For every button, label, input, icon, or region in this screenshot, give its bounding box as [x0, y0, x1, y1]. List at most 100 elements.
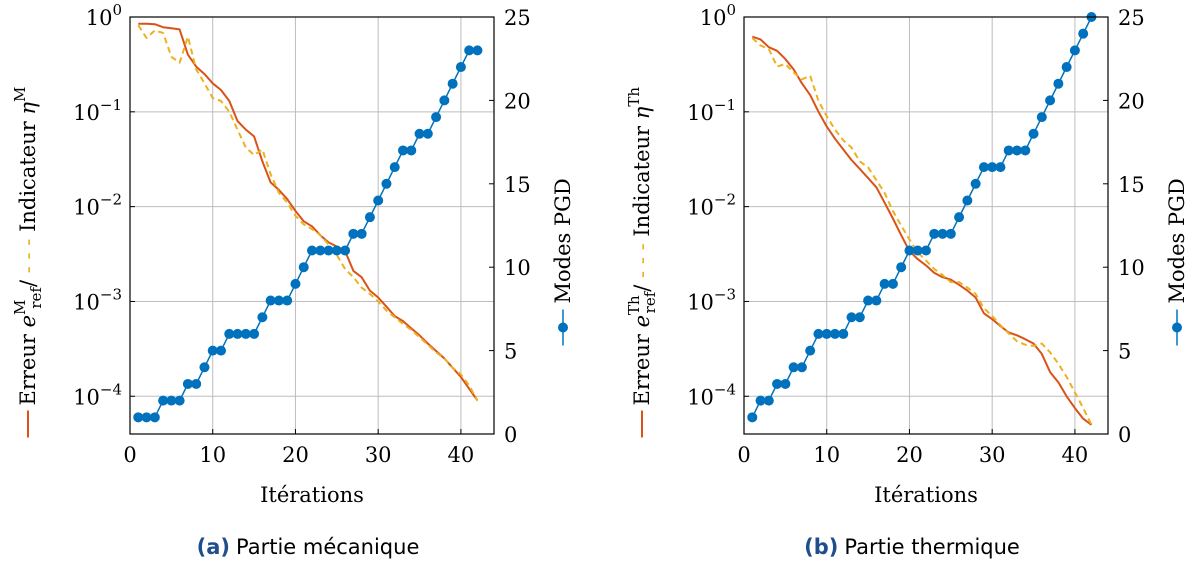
- p1-modes-point-32: [1003, 145, 1014, 156]
- p0-modes-point-7: [182, 378, 193, 389]
- p0-modes-point-29: [364, 212, 375, 223]
- caption-a: (a) Partie mécanique: [197, 535, 420, 559]
- p0-y-left-tick-label-4: 10−4: [73, 380, 122, 409]
- caption-b: (b) Partie thermique: [804, 535, 1020, 559]
- p1-modes-point-34: [1020, 145, 1031, 156]
- p1-modes-point-38: [1053, 78, 1064, 89]
- p0-modes-point-33: [398, 145, 408, 156]
- p0-y-right-tick-label-2: 10: [504, 256, 531, 280]
- p1-modes-point-25: [945, 228, 956, 239]
- p0-modes-point-3: [149, 412, 160, 423]
- p1-x-tick-label-1: 10: [813, 443, 840, 467]
- p0-modes-point-38: [439, 95, 450, 106]
- p0-x-tick-label-4: 40: [448, 443, 475, 467]
- p0-x-tick-label-1: 10: [199, 443, 226, 467]
- p0-modes-point-22: [307, 245, 317, 256]
- p0-modes-point-35: [414, 128, 425, 139]
- p1-modes-point-39: [1061, 62, 1072, 73]
- p1-modes-point-19: [896, 262, 907, 273]
- p1-modes-point-23: [929, 228, 940, 239]
- p0-modes-point-28: [356, 228, 367, 239]
- p1-x-tick-label-2: 20: [896, 443, 923, 467]
- p1-modes-point-27: [962, 195, 973, 206]
- p0-modes-point-34: [406, 145, 417, 156]
- p1-modes-point-40: [1069, 45, 1080, 56]
- p1-series-indicateur-line: [751, 37, 1093, 426]
- p1-y-right-tick-label-4: 20: [1118, 89, 1145, 113]
- p0-modes-point-14: [240, 328, 251, 339]
- p1-y-left-tick-label-4: 10−4: [687, 380, 736, 409]
- p0-modes-point-8: [191, 378, 202, 389]
- p0-modes-point-1: [133, 412, 144, 423]
- p1-modes-point-3: [763, 395, 774, 406]
- p0-y-left-tick-label-0: 100: [86, 1, 122, 30]
- p1-y-right-tick-label-0: 0: [1118, 423, 1131, 447]
- p0-modes-point-41: [464, 45, 475, 56]
- p1-y-right-label-text: Modes PGD: [1165, 178, 1189, 303]
- p0-modes-point-39: [447, 78, 458, 89]
- p0-modes-point-17: [265, 295, 276, 306]
- p1-x-tick-label-4: 40: [1062, 443, 1089, 467]
- p0-series-indicateur-line: [137, 24, 479, 402]
- p1-y-right-tick-label-2: 10: [1118, 256, 1145, 280]
- p0-modes-point-10: [207, 345, 218, 356]
- p0-y-left-label-text: Erreur eMref/ - - - Indicateur ηM: [11, 87, 45, 406]
- p0-x-tick-label-2: 20: [282, 443, 309, 467]
- p0-modes-point-20: [290, 278, 301, 289]
- p1-y-left-tick-label-3: 10−3: [687, 285, 736, 314]
- p1-series-modes-pgd-line: [751, 16, 1093, 418]
- p1-y-right-tick-label-1: 5: [1118, 340, 1131, 364]
- p1-plot-frame: [743, 16, 1109, 435]
- p0-modes-point-11: [216, 345, 226, 356]
- p1-modes-point-4: [772, 378, 783, 389]
- p1-modes-point-21: [912, 245, 923, 256]
- p0-y-right-tick-label-5: 25: [504, 6, 531, 30]
- p1-y-right-tick-label-3: 15: [1118, 173, 1145, 197]
- caption-tag-a: (a): [197, 535, 230, 559]
- p1-modes-point-12: [838, 328, 849, 339]
- p1-modes-point-11: [830, 328, 840, 339]
- p0-modes-point-23: [315, 245, 326, 256]
- p0-modes-point-6: [174, 395, 185, 406]
- p0-modes-point-9: [199, 362, 210, 373]
- p0-y-right-tick-label-3: 15: [504, 173, 531, 197]
- p0-modes-point-42: [472, 45, 483, 56]
- p0-modes-point-5: [166, 395, 177, 406]
- p0-modes-point-21: [298, 262, 309, 273]
- p1-modes-point-41: [1078, 28, 1089, 39]
- p0-y-right-tick-label-1: 5: [504, 340, 517, 364]
- p0-modes-point-27: [348, 228, 359, 239]
- chart-mechanical: 0 10 20 30 40 100 10−1 10−2 10−3 10−4 0 5 10 15 20 25 It…: [11, 1, 575, 507]
- p1-y-left-tick-label-2: 10−2: [687, 191, 736, 220]
- p1-modes-point-26: [954, 212, 965, 223]
- p0-modes-point-4: [158, 395, 169, 406]
- p0-modes-point-26: [340, 245, 351, 256]
- p0-plot-frame: [129, 16, 495, 435]
- p0-y-left-axis-label: Erreur eMref/ - - - Indicateur ηM: [11, 87, 45, 438]
- p0-modes-point-19: [282, 295, 293, 306]
- p0-modes-point-15: [249, 328, 260, 339]
- p1-modes-point-13: [846, 312, 857, 323]
- p0-modes-point-16: [257, 312, 268, 323]
- p1-y-left-tick-label-0: 100: [700, 1, 736, 30]
- p0-modes-point-2: [141, 412, 152, 423]
- p1-modes-point-5: [780, 378, 791, 389]
- p1-modes-point-16: [871, 295, 882, 306]
- p0-modes-point-13: [232, 328, 243, 339]
- p0-y-left-tick-label-1: 10−1: [73, 96, 122, 125]
- p1-modes-point-2: [755, 395, 766, 406]
- p1-y-right-axis-label: Modes PGD: [1165, 178, 1189, 346]
- p0-modes-point-30: [373, 195, 384, 206]
- p1-modes-point-10: [821, 328, 832, 339]
- p0-legend-modes-marker: [558, 322, 568, 333]
- p1-modes-point-22: [921, 245, 931, 256]
- p1-y-left-axis-label: Erreur eThref/ - - - Indicateur ηTh: [625, 87, 659, 438]
- p1-modes-point-18: [887, 278, 898, 289]
- p1-modes-point-36: [1036, 112, 1047, 123]
- p1-modes-point-30: [987, 162, 998, 173]
- p0-y-right-tick-label-4: 20: [504, 89, 531, 113]
- p0-modes-point-32: [389, 162, 400, 173]
- p0-x-tick-label-3: 30: [365, 443, 392, 467]
- p1-modes-point-37: [1045, 95, 1056, 106]
